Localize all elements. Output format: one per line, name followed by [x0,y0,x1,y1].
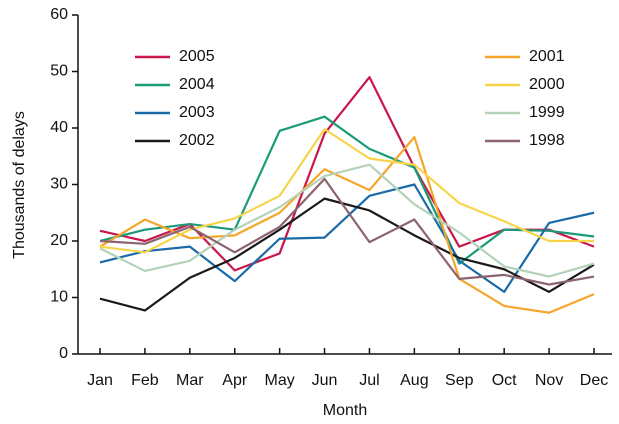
y-tick-label: 10 [50,289,68,306]
x-tick-label: Apr [222,372,248,389]
x-tick-label: Nov [535,372,563,389]
y-tick-label: 60 [50,6,68,23]
x-tick-label: Sep [445,372,474,389]
legend-label: 2005 [179,48,215,65]
series-line [99,115,595,265]
series-line [99,177,595,286]
y-tick-label: 0 [59,345,68,362]
series-line [99,135,595,314]
legend-label: 2001 [529,48,565,65]
legend-label: 2003 [179,104,215,121]
series-line [99,197,595,312]
legend-label: 2000 [529,76,565,93]
series-line [99,128,594,254]
x-tick-label: Jul [359,372,379,389]
x-tick-label: Dec [580,372,608,389]
x-tick-label: May [265,372,295,389]
y-tick-label: 40 [50,119,68,136]
x-tick-label: Jun [312,372,338,389]
x-tick-label: Jan [87,372,113,389]
legend-label: 2002 [179,132,215,149]
legend-label: 1999 [529,104,565,121]
y-tick-label: 20 [50,232,68,249]
x-tick-label: Aug [400,372,428,389]
x-axis-label: Month [323,402,367,419]
series-line [99,163,595,278]
y-axis-label: Thousands of delays [11,111,28,259]
x-tick-label: Mar [176,372,204,389]
series-line [99,76,595,272]
series-line [99,183,595,293]
legend-label: 2004 [179,76,215,93]
x-tick-label: Oct [492,372,517,389]
y-tick-label: 50 [50,63,68,80]
y-tick-label: 30 [50,176,68,193]
x-tick-label: Feb [131,372,159,389]
legend-label: 1998 [529,132,565,149]
